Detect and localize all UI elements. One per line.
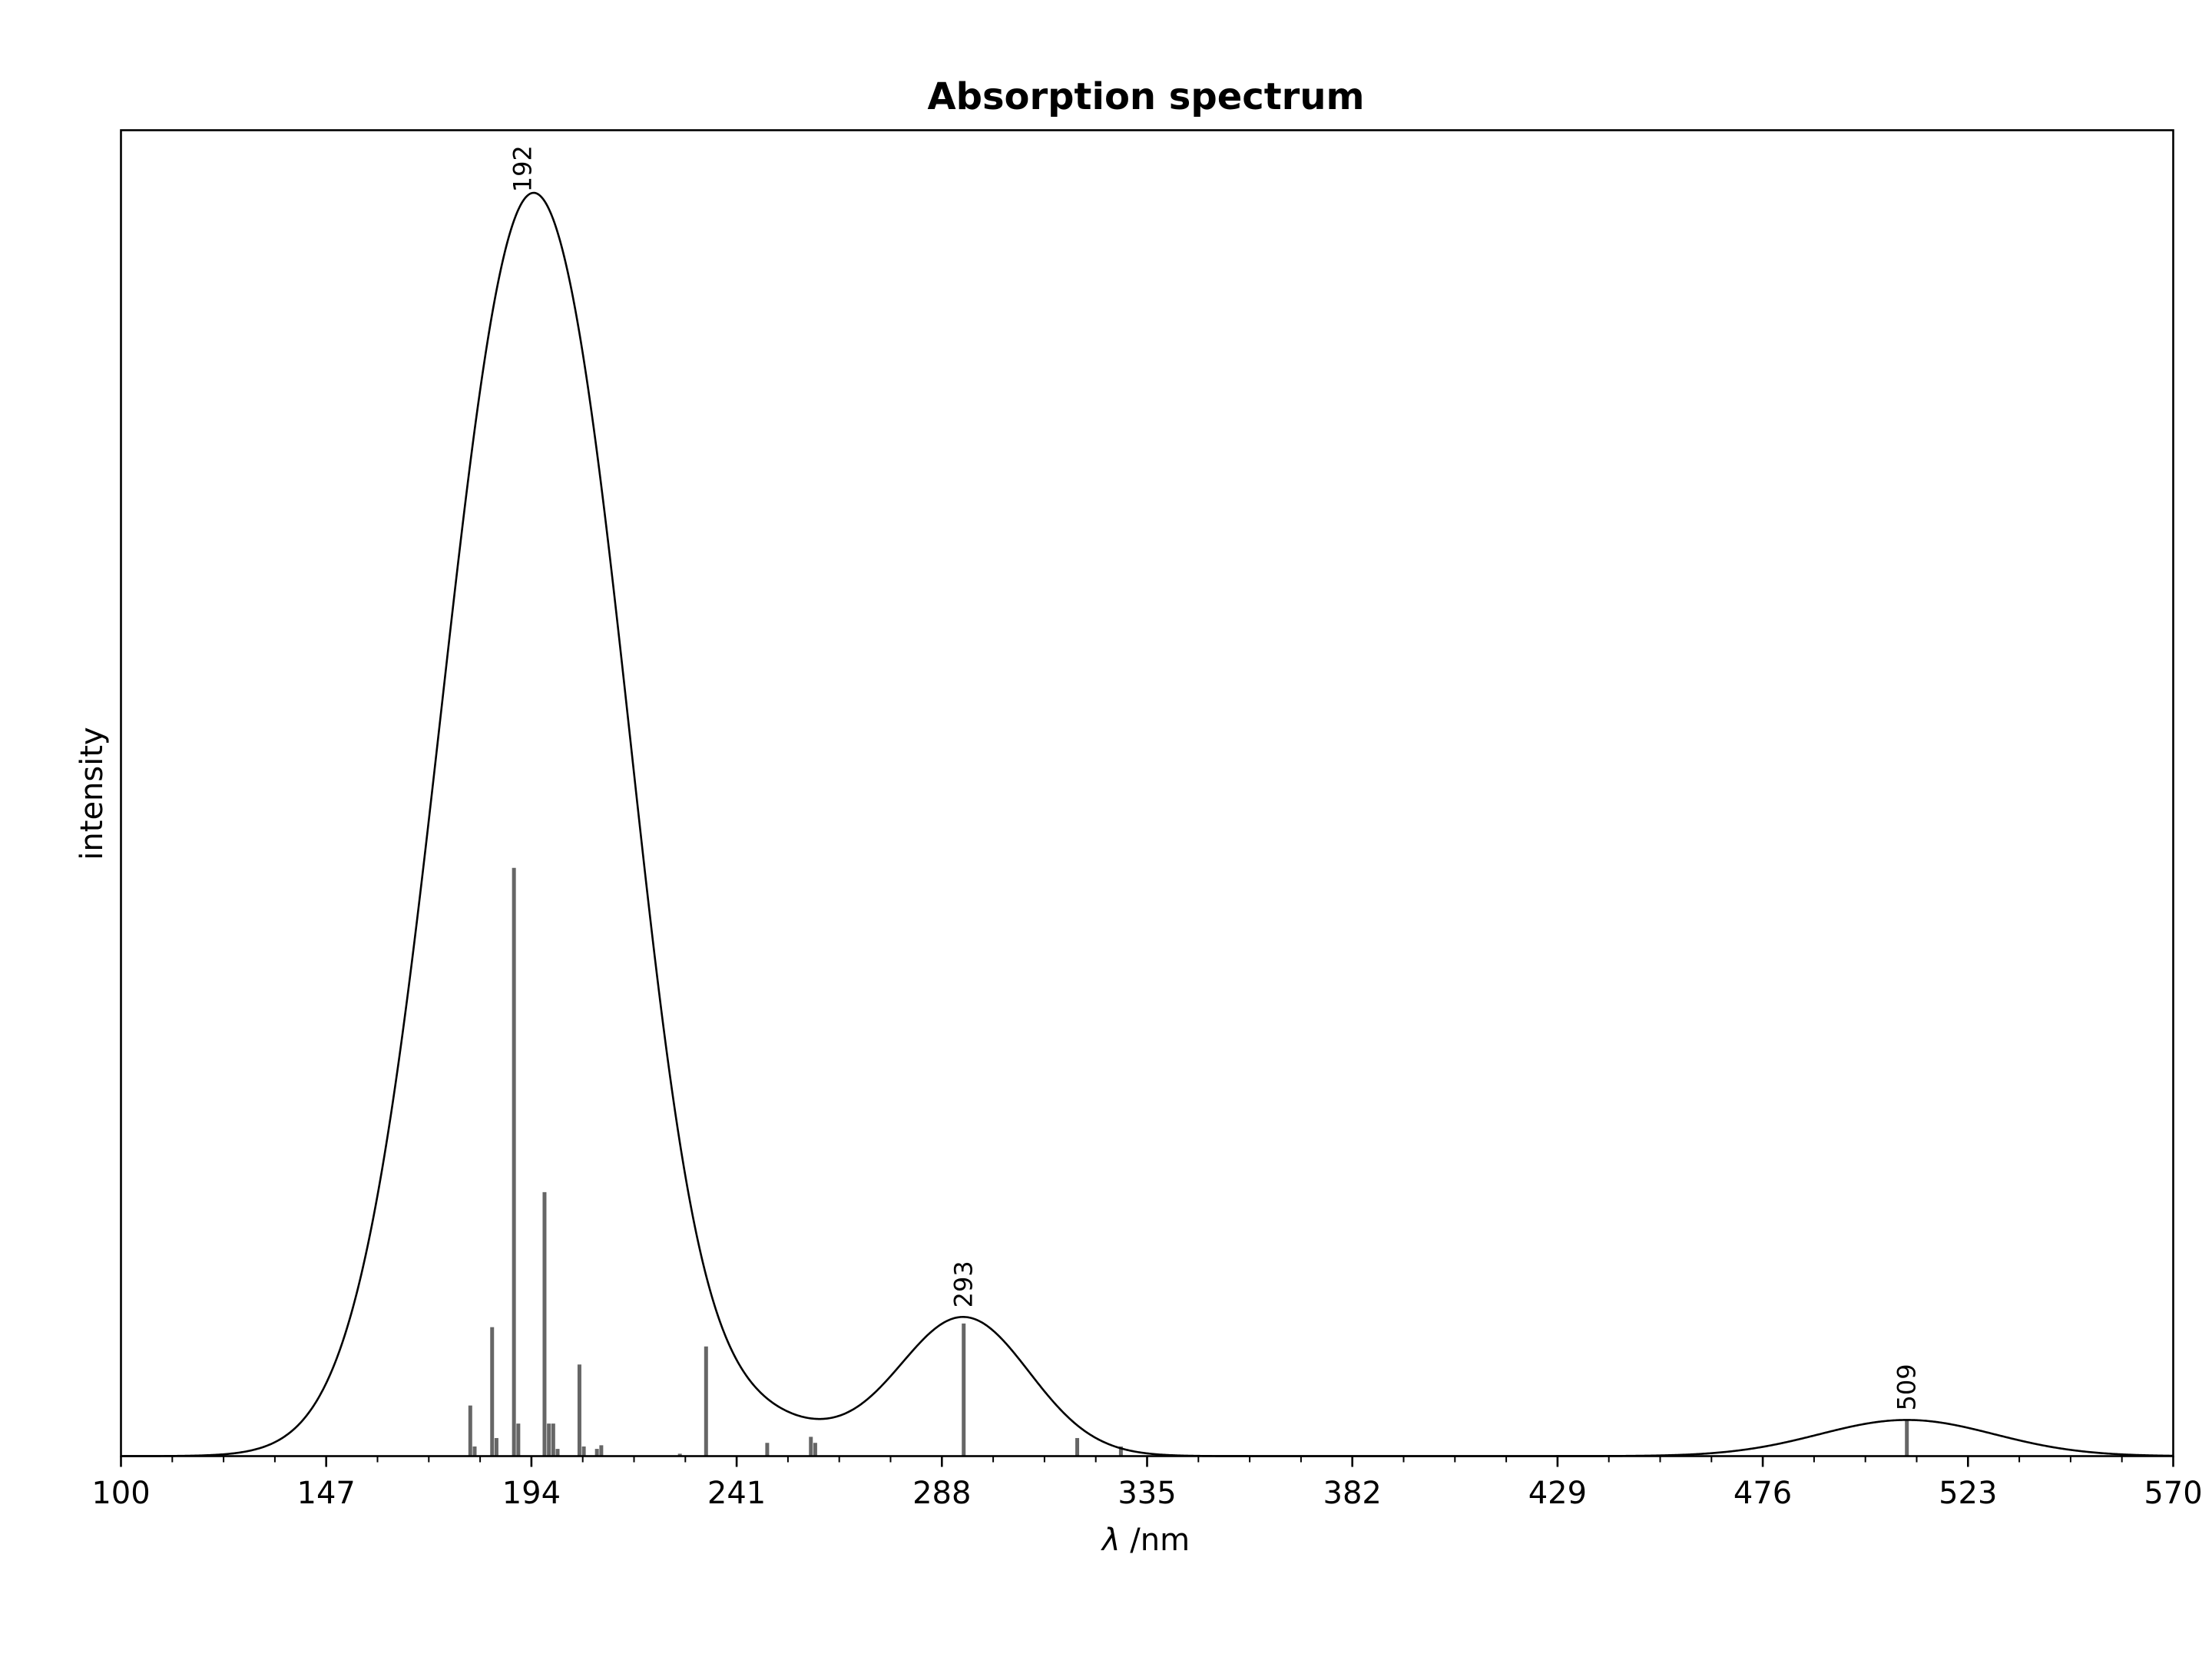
x-tick-label: 100 <box>91 1476 150 1511</box>
peak-annotations: 192 293 509 <box>508 145 1922 1410</box>
peak-label: 293 <box>949 1261 979 1307</box>
x-tick-label: 570 <box>2144 1476 2202 1511</box>
x-tick-label: 523 <box>1939 1476 1997 1511</box>
x-axis-symbol: λ <box>1101 1523 1121 1558</box>
x-tick-label: 476 <box>1734 1476 1792 1511</box>
peak-label: 509 <box>1892 1364 1922 1410</box>
x-axis-unit: /nm <box>1121 1523 1190 1558</box>
transition-sticks <box>468 867 1909 1457</box>
x-axis-ticks: 100 147 194 241 288 335 382 429 476 523 570 <box>91 1456 2203 1511</box>
x-tick-label: 288 <box>912 1476 971 1511</box>
x-tick-label: 335 <box>1118 1476 1176 1511</box>
x-axis-label: λ /nm <box>1101 1523 1190 1558</box>
plot-frame <box>120 129 2174 1457</box>
x-tick-label: 241 <box>707 1476 766 1511</box>
peak-label: 192 <box>508 145 538 192</box>
x-tick-label: 382 <box>1323 1476 1382 1511</box>
x-tick-label: 429 <box>1528 1476 1587 1511</box>
chart-title: Absorption spectrum <box>927 75 1364 118</box>
x-tick-label: 194 <box>502 1476 561 1511</box>
x-tick-label: 147 <box>297 1476 356 1511</box>
spectrum-line <box>121 191 2174 1457</box>
y-axis-label: intensity <box>75 727 110 860</box>
